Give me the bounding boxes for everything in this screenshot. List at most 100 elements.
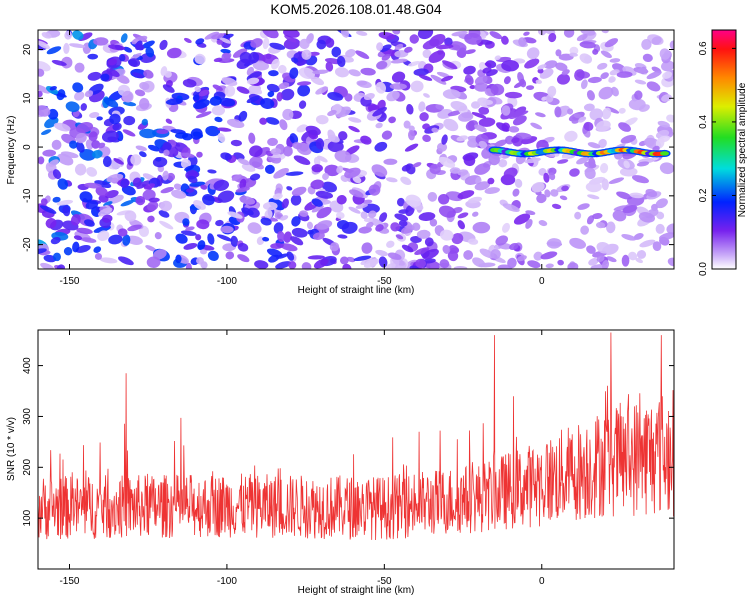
heatmap-blob <box>543 30 556 35</box>
heatmap-blob <box>254 260 269 269</box>
heatmap-blob <box>165 118 173 124</box>
heatmap-blob <box>41 129 52 135</box>
heatmap-blob <box>74 62 85 73</box>
heatmap-blob <box>493 139 508 148</box>
heatmap-blob <box>424 237 434 247</box>
heatmap-blob <box>504 135 515 145</box>
heatmap-blob <box>436 142 448 152</box>
heatmap-blob <box>284 34 297 43</box>
heatmap-blob <box>587 142 601 149</box>
heatmap-blob <box>645 188 658 198</box>
heatmap-blob <box>239 51 252 64</box>
heatmap-blob <box>401 244 414 253</box>
heatmap-blob <box>561 185 569 192</box>
x-tick-label: -100 <box>217 276 237 287</box>
x-tick-label: -100 <box>217 576 237 587</box>
heatmap-blob <box>376 42 384 51</box>
heatmap-blob <box>618 122 631 132</box>
heatmap-blob <box>501 105 511 116</box>
heatmap-blob <box>72 82 84 93</box>
heatmap-blob <box>404 46 413 53</box>
heatmap-blob <box>283 231 292 243</box>
heatmap-blob <box>195 111 212 119</box>
heatmap-blob <box>555 62 568 71</box>
heatmap-blob <box>408 60 421 67</box>
heatmap-blob <box>363 93 375 101</box>
heatmap-blob <box>126 235 143 245</box>
heatmap-blob <box>127 224 142 232</box>
heatmap-blob <box>375 249 388 257</box>
heatmap-blob <box>282 108 294 121</box>
heatmap-blob <box>371 164 388 177</box>
heatmap-blob <box>501 35 509 45</box>
heatmap-blob <box>415 258 427 268</box>
heatmap-blob <box>586 215 595 225</box>
heatmap-blob <box>198 89 209 97</box>
heatmap-blob <box>103 97 119 108</box>
heatmap-blob <box>555 49 562 57</box>
heatmap-blob <box>282 145 293 157</box>
heatmap-blob <box>474 163 491 175</box>
heatmap-blob <box>180 230 197 236</box>
heatmap-blob <box>279 119 288 131</box>
heatmap-blob <box>249 156 263 168</box>
heatmap-blob <box>463 250 474 260</box>
y-tick-label: 0 <box>22 144 33 150</box>
heatmap-blob <box>398 209 409 214</box>
heatmap-blob <box>120 33 128 43</box>
heatmap-blob <box>412 222 421 231</box>
heatmap-blob <box>85 139 94 150</box>
heatmap-blob <box>576 33 588 42</box>
heatmap-blob <box>327 134 340 143</box>
heatmap-blob <box>422 248 439 260</box>
heatmap-blob <box>185 262 192 269</box>
heatmap-blob <box>290 236 304 246</box>
colorbar-tick-label: 0.4 <box>698 115 709 129</box>
heatmap-blob <box>599 162 609 174</box>
heatmap-blob <box>132 177 142 188</box>
heatmap-blob <box>469 85 476 90</box>
heatmap-blob <box>286 186 293 191</box>
heatmap-blob <box>438 156 456 168</box>
heatmap-blob <box>175 233 188 244</box>
heatmap-blob <box>366 221 374 228</box>
heatmap-blob <box>88 131 98 142</box>
heatmap-blob <box>580 30 596 36</box>
heatmap-blob <box>209 96 222 106</box>
heatmap-blob <box>659 232 674 241</box>
heatmap-blob <box>75 141 85 153</box>
heatmap-blob <box>260 98 275 109</box>
heatmap-blob <box>221 77 238 86</box>
heatmap-blob <box>196 219 210 230</box>
heatmap-blob <box>216 39 223 45</box>
heatmap-blob <box>160 186 174 194</box>
heatmap-blob <box>280 88 295 101</box>
heatmap-blob <box>436 71 451 78</box>
heatmap-blob <box>344 93 353 102</box>
heatmap-blob <box>362 199 373 205</box>
heatmap-blob <box>642 53 653 62</box>
heatmap-blob <box>79 149 96 161</box>
heatmap-blob <box>515 132 532 140</box>
heatmap-blob <box>543 60 558 69</box>
heatmap-blob <box>123 115 136 126</box>
heatmap-blob <box>442 89 461 100</box>
heatmap-blob <box>128 58 141 68</box>
heatmap-blob <box>583 121 594 131</box>
heatmap-blob <box>93 37 109 46</box>
spectrogram-x-axis-label: Height of straight line (km) <box>298 285 415 296</box>
heatmap-blob <box>141 118 148 126</box>
heatmap-blob <box>247 222 262 234</box>
heatmap-blob <box>379 212 388 223</box>
heatmap-blob <box>487 177 495 185</box>
heatmap-blob <box>524 58 540 69</box>
heatmap-blob <box>381 130 393 140</box>
heatmap-blob <box>262 201 278 211</box>
heatmap-blob <box>538 220 548 227</box>
heatmap-blob <box>638 212 655 223</box>
heatmap-blob <box>408 130 415 141</box>
heatmap-blob <box>154 232 162 240</box>
x-tick-label: 0 <box>539 576 545 587</box>
heatmap-blob <box>651 36 662 45</box>
